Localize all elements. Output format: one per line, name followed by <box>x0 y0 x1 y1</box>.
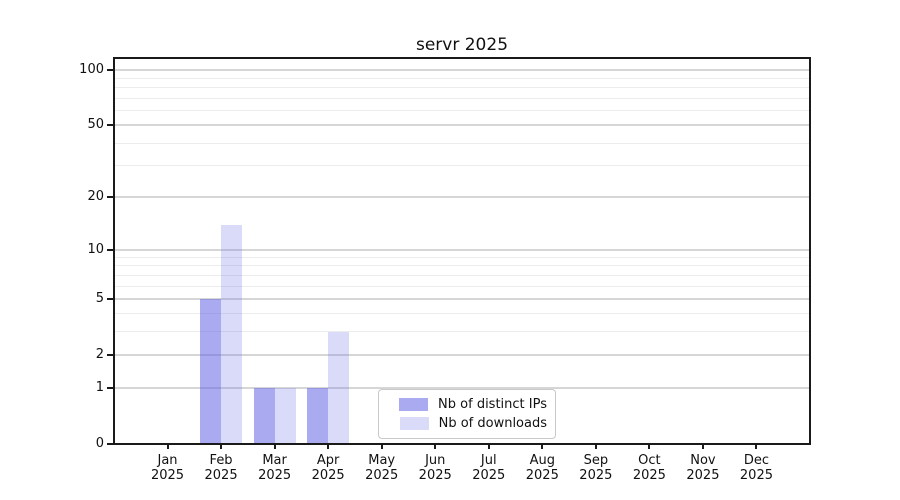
x-axis-tick-label: Oct 2025 <box>619 453 679 483</box>
month-label: Feb <box>209 453 233 468</box>
legend: Nb of distinct IPs Nb of downloads <box>378 389 556 439</box>
y-axis-tick-label: 10 <box>87 241 104 257</box>
x-axis-tick-label: Apr 2025 <box>298 453 358 483</box>
gridline-minor <box>114 256 810 258</box>
x-axis-tick-label: Jun 2025 <box>405 453 465 483</box>
bar-feb-downloads <box>221 224 243 444</box>
legend-swatch-downloads <box>399 417 429 430</box>
y-axis-tick-label: 5 <box>95 290 104 306</box>
gridline-minor <box>114 87 810 89</box>
x-axis-tick-label: Feb 2025 <box>191 453 251 483</box>
month-label: Aug <box>529 453 555 468</box>
x-axis-tick-label: Dec 2025 <box>726 453 786 483</box>
x-axis-tick <box>434 444 437 449</box>
year-label: 2025 <box>525 468 559 483</box>
x-axis-tick-label: Jul 2025 <box>459 453 519 483</box>
gridline-major <box>114 248 810 251</box>
year-label: 2025 <box>472 468 506 483</box>
gridline-major <box>114 124 810 127</box>
year-label: 2025 <box>258 468 292 483</box>
month-label: Dec <box>743 453 770 468</box>
bar-mar-downloads <box>274 387 296 444</box>
gridline-minor <box>114 274 810 276</box>
year-label: 2025 <box>365 468 399 483</box>
x-axis-tick-label: Aug 2025 <box>512 453 572 483</box>
y-axis-tick <box>107 248 113 251</box>
month-label: Jul <box>480 453 497 468</box>
y-axis-tick-label: 1 <box>95 379 104 395</box>
gridline-major <box>114 297 810 300</box>
x-axis-tick <box>648 444 651 449</box>
gridline-minor <box>114 165 810 167</box>
legend-item-downloads: Nb of downloads <box>385 414 547 433</box>
y-axis-tick <box>107 386 113 389</box>
x-axis-tick <box>701 444 704 449</box>
y-axis-tick <box>107 353 113 356</box>
x-axis-tick <box>755 444 758 449</box>
y-axis-tick-label: 50 <box>87 117 104 133</box>
x-axis-tick <box>273 444 276 449</box>
x-axis-tick <box>541 444 544 449</box>
gridline-minor <box>114 98 810 100</box>
month-label: Jan <box>157 453 178 468</box>
year-label: 2025 <box>579 468 613 483</box>
x-axis-tick <box>166 444 169 449</box>
gridline-major <box>114 196 810 199</box>
y-axis-tick-label: 100 <box>79 62 104 77</box>
legend-label-downloads: Nb of downloads <box>438 416 547 431</box>
gridline-minor <box>114 285 810 287</box>
gridline-minor <box>114 331 810 333</box>
gridline-major <box>114 386 810 389</box>
year-label: 2025 <box>686 468 720 483</box>
chart-title: servr 2025 <box>415 35 509 55</box>
year-label: 2025 <box>418 468 452 483</box>
x-axis-tick <box>327 444 330 449</box>
x-axis-tick <box>594 444 597 449</box>
x-axis-tick <box>487 444 490 449</box>
month-label: Nov <box>690 453 716 468</box>
legend-swatch-distinct-ips <box>399 398 429 411</box>
y-axis-tick-label: 2 <box>95 346 104 362</box>
year-label: 2025 <box>311 468 345 483</box>
gridline-major <box>114 353 810 356</box>
gridline-minor <box>114 142 810 144</box>
year-label: 2025 <box>204 468 238 483</box>
x-axis-tick-label: Mar 2025 <box>245 453 305 483</box>
year-label: 2025 <box>739 468 773 483</box>
month-label: Oct <box>638 453 661 468</box>
x-axis-tick-label: Sep 2025 <box>566 453 626 483</box>
gridline-minor <box>114 110 810 112</box>
x-axis-tick <box>220 444 223 449</box>
gridline-minor <box>114 313 810 315</box>
gridline-minor <box>114 265 810 267</box>
x-axis-tick-label: Nov 2025 <box>673 453 733 483</box>
month-label: Sep <box>583 453 609 468</box>
bar-feb-distinct-ips <box>200 298 222 444</box>
month-label: May <box>368 453 396 468</box>
bar-apr-downloads <box>328 331 350 444</box>
month-label: Apr <box>316 453 340 468</box>
year-label: 2025 <box>150 468 185 483</box>
y-axis-tick <box>107 297 113 300</box>
year-label: 2025 <box>632 468 666 483</box>
bar-apr-distinct-ips <box>307 387 329 444</box>
y-axis-tick <box>107 69 113 71</box>
legend-item-distinct-ips: Nb of distinct IPs <box>385 395 547 414</box>
y-axis-tick-label: 20 <box>87 189 104 205</box>
month-label: Mar <box>262 453 287 468</box>
y-axis-tick <box>107 196 113 199</box>
y-axis-tick <box>107 443 113 445</box>
x-axis-tick-label: Jan 2025 <box>138 453 198 483</box>
bar-mar-distinct-ips <box>253 387 275 444</box>
gridline-minor <box>114 77 810 79</box>
legend-label-distinct-ips: Nb of distinct IPs <box>438 397 547 412</box>
x-axis-tick-label: May 2025 <box>352 453 412 483</box>
x-axis-tick <box>380 444 383 449</box>
gridline-major <box>114 69 810 71</box>
month-label: Jun <box>425 453 446 468</box>
y-axis-tick-label: 0 <box>95 436 104 451</box>
y-axis-tick <box>107 124 113 127</box>
